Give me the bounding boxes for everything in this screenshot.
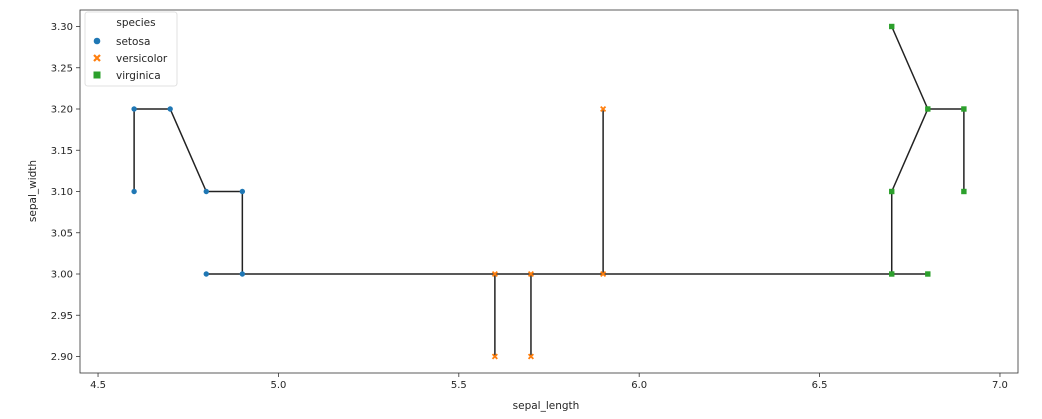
setosa-point: [167, 106, 173, 112]
setosa-point: [131, 106, 137, 112]
legend-title: species: [116, 17, 155, 29]
y-tick-label: 3.30: [51, 22, 73, 33]
versicolor-point: [600, 270, 607, 278]
y-tick-label: 2.95: [51, 311, 73, 322]
legend-versicolor-label: versicolor: [116, 53, 168, 65]
setosa-point: [131, 188, 137, 195]
y-tick-label: 2.90: [51, 352, 73, 363]
x-axis-title: sepal_length: [513, 400, 580, 412]
y-tick-label: 3.25: [51, 63, 73, 74]
versicolor-point: [491, 270, 498, 278]
y-axis-ticks: 2.90 2.95 3.00 3.05 3.10 3.15 3.20 3.25 3.30: [51, 22, 80, 363]
virginica-point: [925, 106, 931, 112]
virginica-point: [925, 271, 931, 277]
y-tick-label: 3.10: [51, 187, 73, 198]
legend-box: [84, 11, 178, 87]
virginica-point: [889, 188, 895, 195]
x-axis-ticks: 4.5 5.0 5.5 6.0 6.5 7.0: [90, 373, 1008, 391]
setosa-point: [239, 188, 246, 195]
versicolor-point: [600, 105, 607, 113]
y-tick-label: 3.20: [51, 105, 73, 116]
y-tick-label: 3.15: [51, 146, 73, 157]
x-tick-label: 4.5: [90, 380, 106, 391]
y-axis-title: sepal_width: [27, 160, 39, 222]
legend: species setosa versicolor virginica: [84, 11, 178, 87]
x-tick-label: 5.5: [451, 380, 467, 391]
plot-area: 2.90 2.95 3.00 3.05 3.10 3.15 3.20 3.25 3.30 4.5…: [51, 9, 1019, 391]
virginica-point: [889, 23, 895, 30]
virginica-point: [889, 271, 895, 277]
x-tick-label: 5.0: [270, 380, 286, 391]
versicolor-point: [491, 353, 498, 360]
versicolor-point: [527, 270, 534, 278]
virginica-point: [961, 106, 967, 112]
x-tick-label: 6.0: [631, 380, 647, 391]
legend-versicolor-marker: [93, 54, 101, 62]
setosa-point: [203, 271, 209, 277]
legend-virginica-marker: [93, 71, 101, 79]
setosa-point: [239, 271, 246, 277]
y-tick-label: 3.00: [51, 270, 73, 281]
virginica-point: [961, 188, 967, 195]
setosa-point: [203, 188, 209, 195]
x-tick-label: 6.5: [812, 380, 828, 391]
legend-virginica-label: virginica: [116, 70, 161, 82]
x-tick-label: 7.0: [992, 380, 1008, 391]
legend-setosa-label: setosa: [116, 36, 150, 48]
versicolor-point: [527, 353, 534, 360]
data-markers: [131, 23, 967, 360]
legend-setosa-marker: [93, 37, 101, 45]
y-tick-label: 3.05: [51, 228, 73, 239]
